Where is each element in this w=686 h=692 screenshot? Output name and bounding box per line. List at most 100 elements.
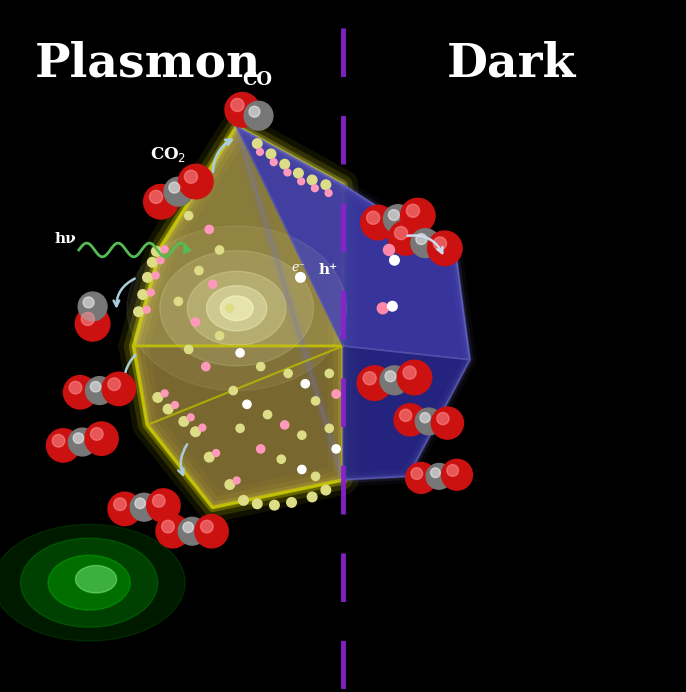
Circle shape (191, 427, 200, 437)
Circle shape (233, 477, 240, 484)
Circle shape (357, 366, 392, 401)
Circle shape (215, 331, 224, 340)
Circle shape (215, 246, 224, 254)
Circle shape (143, 273, 152, 282)
Circle shape (388, 302, 397, 311)
Circle shape (86, 376, 113, 405)
Polygon shape (343, 346, 470, 480)
Circle shape (403, 366, 416, 379)
Circle shape (161, 390, 168, 397)
Circle shape (388, 221, 423, 255)
Circle shape (91, 381, 101, 392)
Circle shape (185, 170, 198, 183)
Circle shape (191, 318, 200, 326)
Ellipse shape (75, 565, 117, 593)
Text: Plasmon: Plasmon (34, 41, 261, 86)
Circle shape (321, 180, 331, 190)
Circle shape (143, 185, 178, 219)
Circle shape (47, 429, 80, 462)
Ellipse shape (21, 538, 158, 627)
Circle shape (236, 349, 244, 357)
Ellipse shape (160, 251, 314, 366)
Circle shape (394, 226, 407, 239)
Circle shape (416, 234, 427, 244)
Circle shape (81, 312, 95, 325)
Circle shape (284, 370, 292, 378)
Circle shape (363, 372, 376, 385)
Circle shape (390, 255, 399, 265)
Circle shape (143, 307, 150, 313)
Circle shape (298, 178, 305, 185)
Circle shape (161, 246, 168, 253)
Circle shape (263, 410, 272, 419)
Circle shape (270, 158, 277, 165)
Circle shape (284, 169, 291, 176)
Circle shape (179, 417, 189, 426)
Circle shape (431, 468, 440, 477)
Circle shape (388, 210, 399, 221)
Circle shape (195, 266, 203, 275)
Circle shape (257, 445, 265, 453)
Circle shape (138, 290, 147, 300)
Ellipse shape (48, 555, 130, 610)
Circle shape (257, 148, 263, 155)
Circle shape (307, 492, 317, 502)
Polygon shape (134, 127, 343, 346)
Circle shape (301, 380, 309, 388)
Circle shape (156, 515, 189, 548)
Circle shape (332, 390, 340, 398)
Circle shape (185, 345, 193, 354)
Circle shape (406, 204, 419, 217)
Circle shape (172, 401, 178, 408)
Circle shape (195, 515, 228, 548)
Circle shape (114, 498, 126, 511)
Circle shape (108, 492, 141, 526)
Ellipse shape (127, 226, 346, 390)
Circle shape (325, 424, 333, 432)
Circle shape (202, 363, 210, 371)
Circle shape (383, 205, 412, 233)
Circle shape (427, 231, 462, 266)
Circle shape (69, 381, 82, 394)
Circle shape (153, 392, 163, 402)
Text: e⁻: e⁻ (292, 261, 305, 273)
Circle shape (325, 370, 333, 378)
Text: Dark: Dark (447, 41, 576, 86)
Circle shape (325, 190, 332, 197)
Circle shape (321, 485, 331, 495)
Circle shape (399, 409, 412, 421)
Circle shape (415, 408, 442, 435)
Circle shape (229, 386, 237, 394)
Circle shape (226, 304, 234, 312)
Circle shape (298, 465, 306, 473)
Circle shape (411, 228, 440, 257)
Circle shape (252, 139, 262, 148)
Circle shape (185, 212, 193, 220)
Circle shape (183, 522, 193, 533)
Circle shape (405, 462, 436, 493)
Circle shape (152, 272, 159, 279)
Circle shape (447, 464, 458, 476)
Circle shape (83, 297, 94, 308)
Circle shape (397, 361, 431, 394)
Circle shape (249, 106, 260, 117)
Polygon shape (237, 127, 470, 360)
Circle shape (361, 206, 395, 240)
Circle shape (231, 98, 244, 111)
Circle shape (244, 101, 273, 130)
Circle shape (157, 257, 164, 264)
Circle shape (225, 480, 235, 489)
Circle shape (270, 500, 279, 510)
Circle shape (366, 211, 380, 224)
Circle shape (437, 412, 449, 425)
Circle shape (147, 489, 180, 522)
Circle shape (266, 149, 276, 158)
Circle shape (102, 372, 136, 406)
Circle shape (199, 424, 206, 431)
Circle shape (150, 190, 163, 203)
Circle shape (420, 412, 430, 423)
Circle shape (152, 495, 165, 507)
Circle shape (394, 403, 426, 436)
Circle shape (162, 520, 174, 533)
Ellipse shape (187, 271, 286, 345)
